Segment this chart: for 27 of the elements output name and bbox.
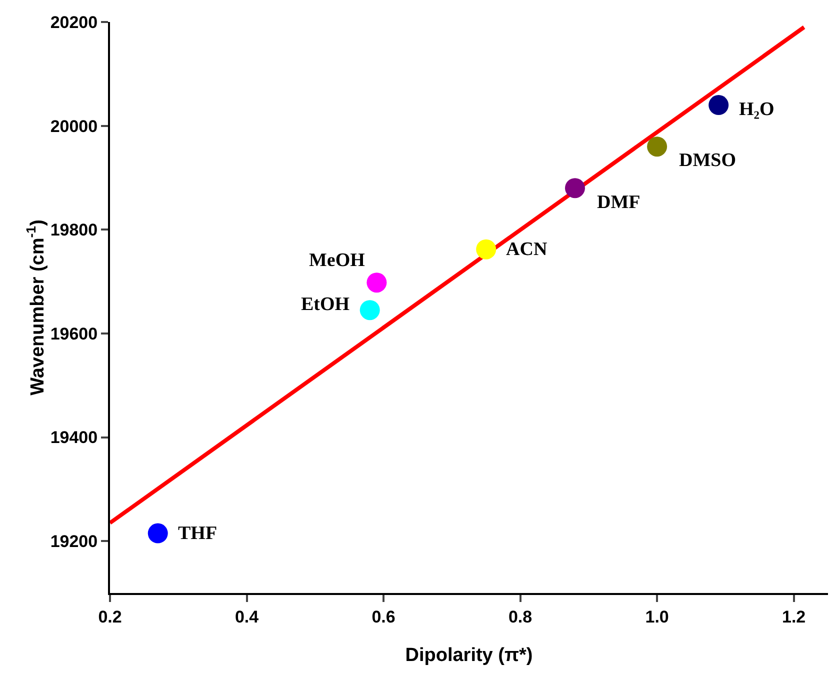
y-tick-label: 20000 [50,116,98,136]
x-tick-label: 1.2 [782,607,806,626]
annotation: MeOH [309,250,366,271]
x-tick-label: 0.4 [234,607,260,626]
annotation: EtOH [301,294,350,315]
x-tick-label: 1.0 [645,607,669,626]
x-axis-title: Dipolarity (π*) [405,645,533,666]
x-tick-label: 0.2 [98,607,122,626]
annotation: ACN [506,239,548,260]
x-tick-label: 0.6 [372,607,396,626]
y-tick-label: 20200 [50,12,98,32]
y-tick-label: 19200 [50,532,98,552]
y-tick-label: 19800 [50,220,98,240]
annotation: DMSO [679,150,736,171]
y-tick-label: 19600 [50,324,98,344]
annotation: DMF [597,192,640,213]
annotation: H₂O [739,99,774,120]
point [647,136,668,157]
y-tick-label: 19400 [50,428,98,448]
point [360,300,380,320]
point [366,272,387,293]
point [476,239,496,260]
point [708,95,729,116]
x-tick-label: 0.8 [508,607,532,626]
annotation: THF [178,523,218,544]
point [565,178,585,198]
point [148,523,168,544]
